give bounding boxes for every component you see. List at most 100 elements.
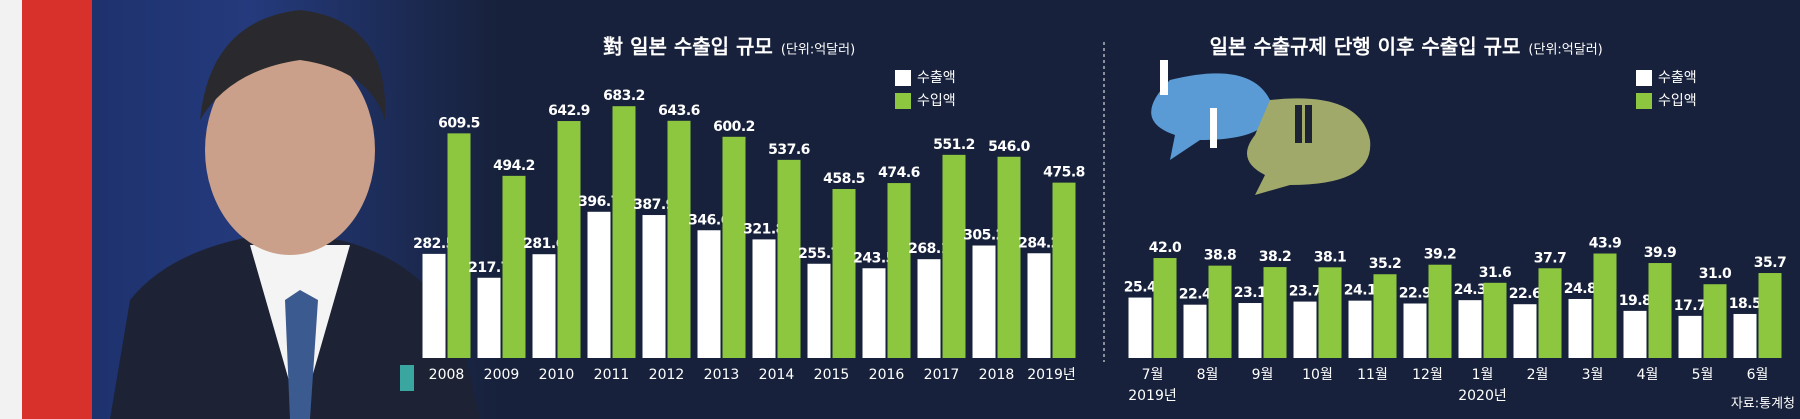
x-tick-label: 2011: [594, 367, 630, 383]
bar: [477, 277, 501, 358]
bar: [1052, 182, 1076, 358]
chart-unit: (단위:억달러): [1528, 43, 1602, 58]
x-tick-label: 6월: [1747, 367, 1769, 383]
legend-label: 수출액: [917, 70, 956, 86]
chart-title: 對 일본 수출입 규모: [603, 35, 773, 59]
bar: [1208, 265, 1232, 358]
bar: [1703, 284, 1727, 358]
bar: [1538, 268, 1562, 358]
bar: [1183, 304, 1207, 358]
x-tick-label: 11월: [1357, 367, 1388, 383]
data-label: 24.8: [1564, 281, 1597, 297]
bar: [1403, 303, 1427, 358]
bar: [1648, 263, 1672, 358]
data-label: 42.0: [1149, 240, 1182, 256]
x-tick-label: 2010: [539, 367, 575, 383]
legend-label: 수입액: [917, 93, 956, 109]
x-tick-label: 2017: [924, 367, 960, 383]
x-tick-label: 2015: [814, 367, 850, 383]
data-label: 38.8: [1204, 248, 1237, 264]
x-tick-label: 7월: [1142, 367, 1164, 383]
data-label: 475.8: [1043, 165, 1085, 181]
bar: [612, 106, 636, 358]
data-label: 609.5: [438, 115, 480, 131]
chart-unit: (단위:억달러): [781, 43, 855, 58]
bar: [752, 239, 776, 358]
bar: [777, 159, 801, 358]
data-label: 39.9: [1644, 245, 1677, 261]
data-label: 346.6: [688, 212, 730, 228]
bar: [917, 259, 941, 358]
source: 자료:통계청: [1731, 397, 1795, 412]
data-label: 35.7: [1754, 255, 1787, 271]
photo: [0, 0, 500, 419]
data-label: 268.1: [908, 241, 950, 257]
bar: [832, 189, 856, 358]
x-tick-label: 9월: [1252, 367, 1274, 383]
x-group-label: 2020년: [1458, 388, 1507, 404]
bar: [667, 120, 691, 358]
legend-swatch: [1636, 93, 1652, 109]
data-label: 600.2: [713, 119, 755, 135]
data-label: 43.9: [1589, 236, 1622, 252]
data-label: 22.6: [1509, 286, 1542, 302]
x-tick-label: 10월: [1302, 367, 1333, 383]
data-label: 22.9: [1399, 285, 1432, 301]
bar: [972, 245, 996, 358]
bar: [1513, 304, 1537, 358]
bar: [807, 263, 831, 358]
bar: [447, 133, 471, 358]
data-label: 35.2: [1369, 256, 1402, 272]
x-tick-label: 2012: [649, 367, 685, 383]
data-label: 643.6: [658, 103, 700, 119]
data-label: 474.6: [878, 165, 920, 181]
x-tick-label: 2016: [869, 367, 905, 383]
x-tick-label: 12월: [1412, 367, 1443, 383]
x-tick-label: 2013: [704, 367, 740, 383]
bar: [1373, 274, 1397, 358]
data-label: 24.3: [1454, 282, 1487, 298]
bar: [942, 154, 966, 358]
data-label: 31.6: [1479, 265, 1512, 281]
data-label: 546.0: [988, 139, 1031, 155]
bar: [1733, 313, 1757, 358]
bar: [1153, 258, 1177, 358]
data-label: 305.2: [963, 228, 1005, 244]
data-label: 321.8: [743, 221, 785, 237]
data-label: 23.1: [1234, 285, 1267, 301]
x-tick-label: 2018: [979, 367, 1015, 383]
x-tick-label: 2009: [484, 367, 520, 383]
legend-swatch: [895, 70, 911, 86]
data-label: 387.9: [633, 197, 675, 213]
bar: [1428, 264, 1452, 358]
bar: [1318, 267, 1342, 358]
bar: [1128, 297, 1152, 358]
data-label: 551.2: [933, 137, 975, 153]
bar: [502, 175, 526, 358]
bar: [1027, 253, 1051, 358]
data-label: 24.1: [1344, 283, 1377, 299]
bar: [1593, 253, 1617, 358]
data-label: 217.7: [468, 260, 510, 276]
data-label: 494.2: [493, 158, 535, 174]
data-label: 17.7: [1674, 298, 1707, 314]
x-tick-label: 5월: [1692, 367, 1714, 383]
bar: [1678, 315, 1702, 358]
bar: [1238, 303, 1262, 358]
bar: [1483, 282, 1507, 358]
legend-swatch: [1636, 70, 1652, 86]
x-tick-label: 2월: [1527, 367, 1549, 383]
bar: [1293, 301, 1317, 358]
bar: [587, 211, 611, 358]
x-tick-label: 2008: [429, 367, 465, 383]
bar: [722, 136, 746, 358]
data-label: 39.2: [1424, 247, 1457, 263]
bar: [1458, 300, 1482, 358]
data-label: 282.5: [413, 236, 455, 252]
legend-swatch: [895, 93, 911, 109]
data-label: 458.5: [823, 171, 865, 187]
data-label: 18.5: [1729, 296, 1762, 312]
bar: [532, 254, 556, 358]
